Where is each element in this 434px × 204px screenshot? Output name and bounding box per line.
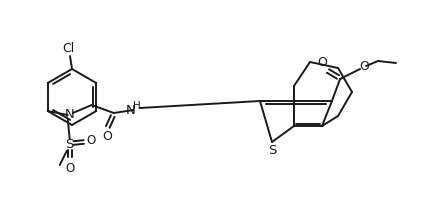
Text: O: O — [102, 131, 112, 143]
Text: H: H — [133, 101, 141, 111]
Text: Cl: Cl — [62, 42, 74, 55]
Text: O: O — [86, 133, 95, 146]
Text: N: N — [126, 104, 136, 118]
Text: N: N — [65, 109, 75, 122]
Text: O: O — [317, 55, 327, 69]
Text: S: S — [66, 139, 74, 152]
Text: S: S — [268, 143, 276, 156]
Text: O: O — [65, 162, 74, 174]
Text: O: O — [359, 60, 369, 72]
